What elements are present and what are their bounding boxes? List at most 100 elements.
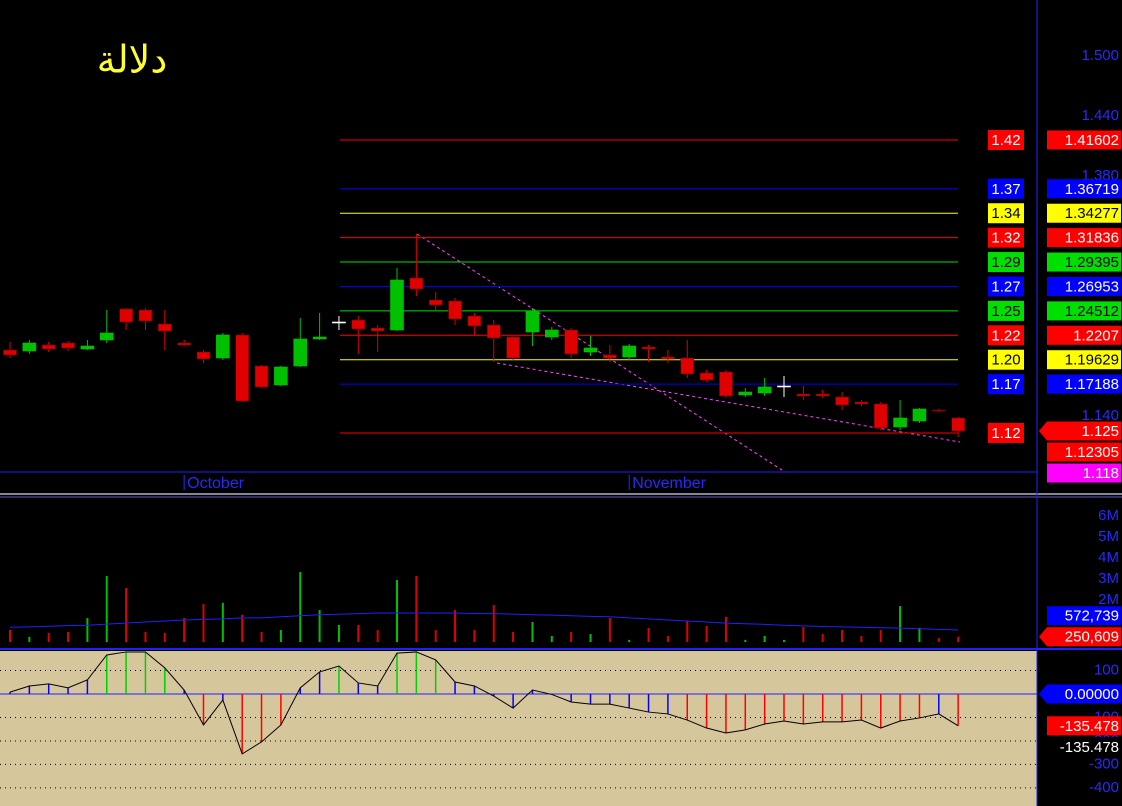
y-tick-label: -300 xyxy=(1089,755,1119,772)
level-label: 1.37 xyxy=(991,181,1020,198)
level-label: 1.32 xyxy=(991,230,1020,247)
candle-body xyxy=(951,417,965,432)
badge-label: 572,739 xyxy=(1065,608,1119,625)
badge-label: 1.29395 xyxy=(1065,254,1119,271)
value-badge xyxy=(1047,252,1121,272)
badge-label: 1.41602 xyxy=(1065,132,1119,149)
y-tick-label: 100 xyxy=(1094,661,1119,678)
volume-bar xyxy=(841,630,844,642)
volume-bar xyxy=(125,588,128,642)
volume-bar xyxy=(318,610,321,642)
volume-bar xyxy=(454,610,457,642)
candle-body xyxy=(119,308,133,323)
volume-bar xyxy=(957,636,960,642)
candle-body xyxy=(796,393,811,397)
candle-body xyxy=(351,319,366,330)
candle-body xyxy=(370,327,385,332)
level-label: 1.42 xyxy=(991,132,1020,149)
volume-bar xyxy=(550,635,553,642)
candle-body xyxy=(158,323,172,332)
level-label-box xyxy=(988,374,1024,395)
level-label: 1.17 xyxy=(991,376,1020,393)
candle-body xyxy=(467,315,482,327)
volume-bar xyxy=(473,630,476,642)
badge-label: 1.26953 xyxy=(1065,278,1119,295)
volume-bar xyxy=(202,603,205,642)
volume-bar xyxy=(221,602,224,642)
candle-body xyxy=(835,396,849,406)
volume-bar xyxy=(512,631,515,642)
volume-bar xyxy=(531,622,534,642)
candle-body xyxy=(22,342,37,352)
y-tick-label: 6M xyxy=(1098,507,1119,524)
badge-label: 1.17188 xyxy=(1065,376,1119,393)
level-label-box xyxy=(988,227,1024,248)
volume-bar xyxy=(47,632,50,642)
y-tick-label: 1.500 xyxy=(1081,47,1119,64)
volume-bar xyxy=(570,631,573,642)
level-label-box xyxy=(988,252,1024,273)
volume-bar xyxy=(744,639,747,642)
level-label-box xyxy=(988,349,1024,370)
candle-body xyxy=(80,345,95,350)
badge-label: 1.24512 xyxy=(1065,303,1119,320)
value-badge xyxy=(1047,374,1121,394)
volume-bar xyxy=(241,614,244,642)
volume-bar xyxy=(434,630,437,642)
value-badge xyxy=(1047,737,1121,757)
volume-bar xyxy=(396,580,398,642)
volume-bar xyxy=(724,617,727,642)
candle-body xyxy=(603,354,617,359)
level-label-box xyxy=(988,300,1024,321)
volume-bar xyxy=(899,606,902,642)
candle-body xyxy=(254,365,269,388)
candle-body xyxy=(41,344,56,350)
badge-arrow xyxy=(1039,684,1047,704)
candle-body xyxy=(390,279,404,331)
candle-body xyxy=(777,385,791,388)
volume-bar xyxy=(608,618,611,642)
badge-label: 250,609 xyxy=(1065,629,1119,646)
volume-bar xyxy=(105,576,108,642)
y-tick-label: 1.140 xyxy=(1081,407,1119,424)
value-badge xyxy=(1047,301,1121,321)
value-badge xyxy=(1047,350,1121,370)
volume-bar xyxy=(163,632,166,642)
candle-body xyxy=(815,393,830,397)
volume-bar xyxy=(28,636,31,642)
candle-body xyxy=(757,386,772,394)
candle-body xyxy=(525,310,540,333)
candle-body xyxy=(893,417,907,428)
candle-body xyxy=(583,347,598,353)
volume-bar xyxy=(86,618,89,642)
badge-label: -135.478 xyxy=(1060,739,1119,756)
volume-bar xyxy=(783,639,785,642)
candle-body xyxy=(235,334,249,402)
level-label-box xyxy=(988,276,1024,297)
volume-average xyxy=(9,612,959,631)
volume-bar xyxy=(705,626,708,642)
level-label-box xyxy=(988,422,1024,443)
volume-bar xyxy=(279,630,282,642)
badge-label: 1.12305 xyxy=(1065,444,1119,461)
volume-bar xyxy=(763,635,766,642)
volume-bar xyxy=(144,631,147,642)
candle-body xyxy=(3,349,17,356)
level-label: 1.27 xyxy=(991,278,1020,295)
badge-label: 1.125 xyxy=(1081,423,1119,440)
volume-bar xyxy=(376,630,379,642)
badge-label: 1.31836 xyxy=(1065,230,1119,247)
candle-body xyxy=(216,334,230,359)
volume-bar xyxy=(802,627,805,642)
level-label-box xyxy=(988,203,1024,224)
value-badge xyxy=(1047,421,1121,441)
volume-bar xyxy=(415,576,418,642)
badge-label: 1.118 xyxy=(1083,465,1119,482)
trend-line xyxy=(496,362,961,443)
candle-body xyxy=(641,346,656,350)
badge-arrow xyxy=(1039,627,1047,647)
level-label-box xyxy=(988,129,1024,150)
candle-body xyxy=(661,356,675,360)
y-tick-label: 2M xyxy=(1098,591,1119,608)
